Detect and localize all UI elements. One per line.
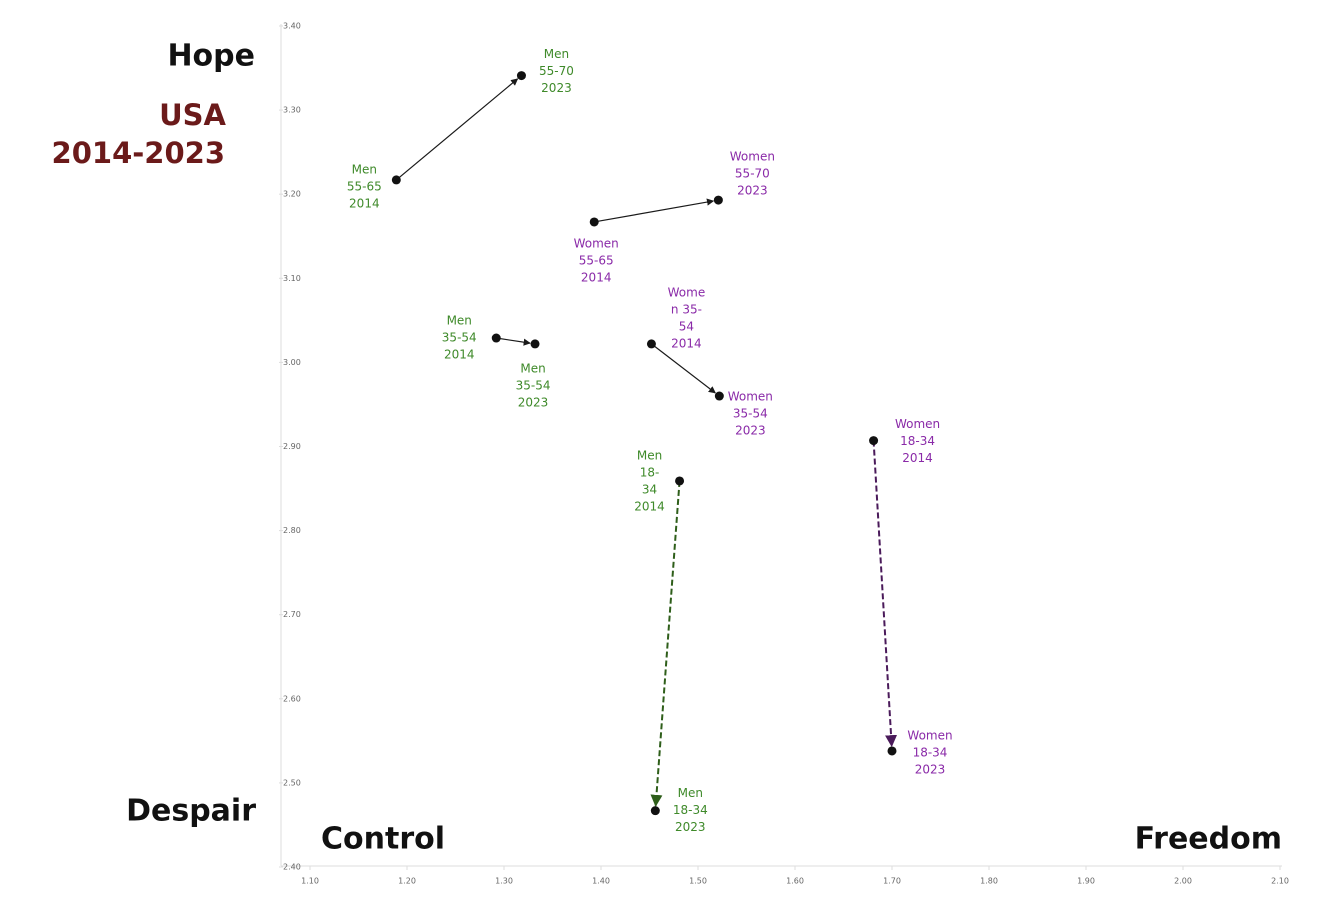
point-label: 34 (642, 482, 657, 496)
y-tick-label: 3.00 (283, 358, 301, 367)
y-tick-label: 2.60 (283, 694, 301, 703)
point-label: Women (728, 390, 773, 404)
point-label: 2014 (444, 348, 475, 362)
point-label: Women (895, 417, 940, 431)
point-label: Men (637, 448, 662, 462)
point-label: n 35- (671, 302, 702, 316)
point-label: Men (447, 314, 472, 328)
point-label: 2014 (671, 336, 702, 350)
point-label: 2023 (675, 820, 706, 834)
point (713, 195, 723, 205)
arrow (395, 78, 519, 181)
y-tick-label: 3.30 (283, 106, 301, 115)
point-label: 2023 (518, 395, 549, 409)
point-label: Women (730, 150, 775, 164)
point-label: Men (520, 361, 545, 375)
point-label: 2014 (634, 499, 665, 513)
point-label: 18-34 (673, 803, 708, 817)
control-label: Control (321, 822, 445, 857)
point-label: 55-65 (347, 179, 382, 193)
point-label: Men (678, 786, 703, 800)
x-tick-label: 2.10 (1271, 877, 1289, 886)
x-tick-label: 1.10 (301, 877, 319, 886)
arrow (872, 440, 898, 748)
point-label: 2014 (349, 196, 380, 210)
y-tick-label: 3.10 (283, 274, 301, 283)
point-label: 35-54 (442, 331, 477, 345)
point-label: 2023 (915, 762, 946, 776)
point (391, 175, 401, 185)
y-tick-label: 2.70 (283, 610, 301, 619)
y-tick-label: 3.40 (283, 22, 301, 31)
point-label: 55-70 (539, 64, 574, 78)
y-tick-label: 3.20 (283, 190, 301, 199)
point-label: Wome (668, 285, 706, 299)
x-tick-label: 1.20 (398, 877, 416, 886)
x-tick-label: 1.60 (786, 877, 804, 886)
hope-label: Hope (167, 39, 255, 74)
x-tick-label: 1.40 (592, 877, 610, 886)
point (516, 71, 526, 81)
point (491, 333, 501, 343)
point-label: 2023 (735, 424, 766, 438)
point-label: 2023 (737, 184, 768, 198)
despair-label: Despair (126, 794, 256, 829)
point (530, 339, 540, 349)
point-label: Women (574, 236, 619, 250)
y-tick-label: 2.90 (283, 442, 301, 451)
point-label: 35-54 (733, 407, 768, 421)
point (589, 217, 599, 227)
arrow (650, 480, 681, 807)
point-label: 18-34 (913, 745, 948, 759)
x-tick-label: 1.80 (980, 877, 998, 886)
y-tick-label: 2.40 (283, 863, 301, 872)
arrow (496, 337, 531, 346)
x-tick-label: 1.50 (689, 877, 707, 886)
y-tick-label: 2.80 (283, 526, 301, 535)
chart-title: USA (159, 98, 226, 132)
point (646, 339, 656, 349)
freedom-label: Freedom (1135, 822, 1282, 857)
y-tick-label: 2.50 (283, 778, 301, 787)
chart-subtitle: 2014-2023 (52, 136, 225, 170)
arrow (594, 198, 715, 223)
point-label: Men (352, 162, 377, 176)
point (714, 391, 724, 401)
x-tick-label: 2.00 (1174, 877, 1192, 886)
x-tick-label: 1.30 (495, 877, 513, 886)
point-label: 18-34 (900, 434, 935, 448)
point-label: Men (544, 47, 569, 61)
point (887, 746, 897, 756)
point-label: 55-70 (735, 167, 770, 181)
point-label: 55-65 (579, 253, 614, 267)
arrow (651, 343, 716, 394)
point-label: 2014 (581, 270, 612, 284)
point-label: 54 (679, 319, 694, 333)
point-label: 2014 (902, 451, 933, 465)
point (675, 476, 685, 486)
x-tick-label: 1.90 (1077, 877, 1095, 886)
point-label: Women (907, 728, 952, 742)
x-tick-label: 1.70 (883, 877, 901, 886)
point-label: 18- (640, 465, 660, 479)
point (869, 436, 879, 446)
point-label: 35-54 (516, 378, 551, 392)
point (650, 806, 660, 816)
point-label: 2023 (541, 81, 572, 95)
